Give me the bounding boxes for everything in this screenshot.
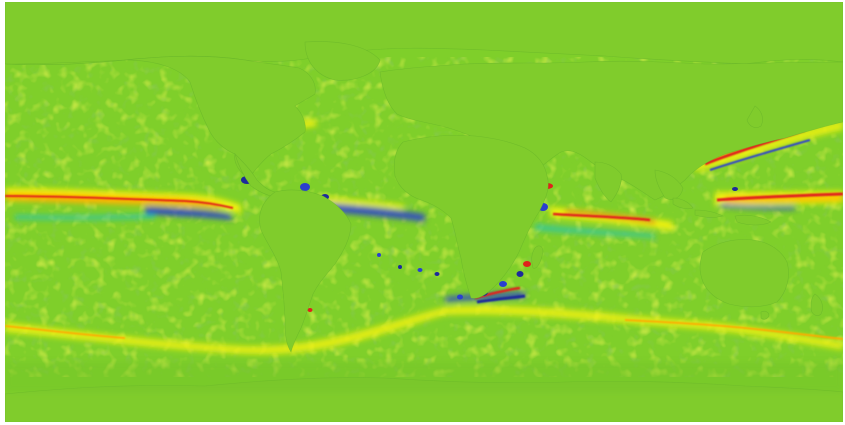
india xyxy=(594,161,622,203)
indonesia-1 xyxy=(672,197,694,210)
continents xyxy=(5,2,843,422)
new-guinea xyxy=(734,214,772,226)
anomaly-bands xyxy=(5,120,843,355)
indonesia-2 xyxy=(694,209,724,218)
japan xyxy=(746,105,763,128)
north-america xyxy=(5,55,316,179)
new-zealand xyxy=(810,293,823,316)
tasmania xyxy=(760,310,770,320)
greenland xyxy=(304,41,381,81)
south-america xyxy=(259,189,352,353)
southern-fade xyxy=(5,362,843,392)
australia xyxy=(699,239,789,308)
madagascar xyxy=(531,245,544,269)
africa xyxy=(393,134,549,299)
world-ocean-anomaly-map xyxy=(5,2,843,422)
